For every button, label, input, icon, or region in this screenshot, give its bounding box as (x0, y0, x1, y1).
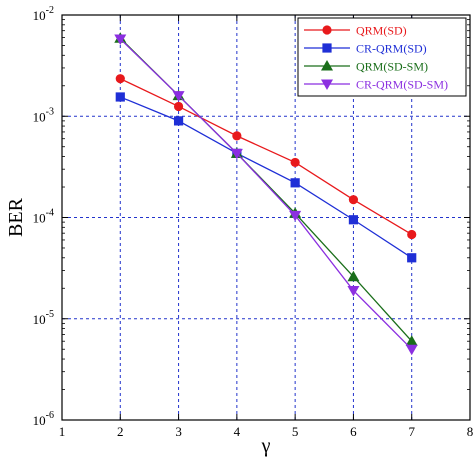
y-tick-label-base: 10 (33, 109, 46, 124)
y-tick-label: 10-2 (33, 5, 54, 23)
y-tick-label-exponent: -5 (46, 309, 54, 320)
legend-label: CR-QRM(SD) (356, 42, 427, 56)
x-tick-label: 4 (234, 424, 241, 439)
x-tick-label: 6 (350, 424, 357, 439)
data-point (232, 131, 242, 141)
data-point (115, 92, 125, 102)
data-point (290, 178, 300, 188)
y-tick-label: 10-4 (33, 208, 54, 226)
data-point (173, 116, 184, 126)
legend-marker (322, 25, 332, 35)
y-tick-label: 10-6 (33, 410, 54, 428)
data-point (289, 210, 302, 222)
legend-label: CR-QRM(SD-SM) (356, 78, 448, 92)
x-tick-label: 8 (467, 424, 474, 439)
y-tick-label-base: 10 (33, 8, 46, 23)
x-axis-label: γ (261, 435, 271, 457)
y-tick-label-base: 10 (33, 413, 46, 428)
data-point (348, 195, 359, 205)
data-point (347, 270, 360, 282)
y-tick-label: 10-3 (33, 106, 54, 124)
y-tick-label-exponent: -2 (46, 5, 54, 16)
x-tick-label: 2 (117, 424, 124, 439)
series-qrm-sd- (115, 74, 417, 240)
legend-entry: CR-QRM(SD) (304, 42, 427, 56)
series-line (120, 78, 413, 236)
data-point (173, 101, 184, 112)
data-point (407, 229, 417, 240)
data-point (230, 148, 243, 160)
series-layer (114, 32, 418, 356)
y-tick-label: 10-5 (33, 309, 54, 327)
series-line (120, 96, 413, 259)
data-point (347, 286, 360, 297)
legend: QRM(SD) CR-QRM(SD) QRM(SD-SM) CR-QRM(SD-SM) (297, 17, 467, 97)
legend-marker (321, 79, 333, 90)
data-point (405, 344, 418, 356)
y-tick-label-exponent: -6 (46, 410, 54, 421)
y-tick-label-base: 10 (33, 211, 46, 226)
y-tick-label-exponent: -3 (46, 106, 54, 117)
legend-label: QRM(SD) (356, 24, 407, 38)
legend-entry: CR-QRM(SD-SM) (304, 78, 448, 92)
x-tick-label: 7 (408, 424, 415, 439)
legend-entry: QRM(SD) (304, 24, 407, 38)
y-tick-label-base: 10 (33, 312, 46, 327)
data-point (407, 253, 417, 263)
series-line (119, 38, 413, 350)
data-point (115, 74, 125, 84)
data-point (290, 157, 300, 168)
data-point (172, 91, 185, 102)
y-axis-label: BER (5, 197, 27, 237)
series-cr-qrm-sd-sm- (114, 34, 418, 356)
axis-ticks: 1 2 3 4 5 6 7 810-610-510-410-310-2 (33, 5, 474, 439)
data-point (405, 335, 418, 346)
legend-label: QRM(SD-SM) (356, 60, 428, 74)
data-point (348, 215, 359, 225)
legend-marker (321, 60, 333, 71)
x-tick-label: 3 (175, 424, 182, 439)
y-tick-label-exponent: -4 (46, 208, 54, 219)
data-point (114, 34, 127, 45)
legend-entry: QRM(SD-SM) (304, 60, 428, 74)
x-tick-label: 5 (292, 424, 299, 439)
x-tick-label: 1 (59, 424, 66, 439)
legend-marker (322, 43, 332, 53)
